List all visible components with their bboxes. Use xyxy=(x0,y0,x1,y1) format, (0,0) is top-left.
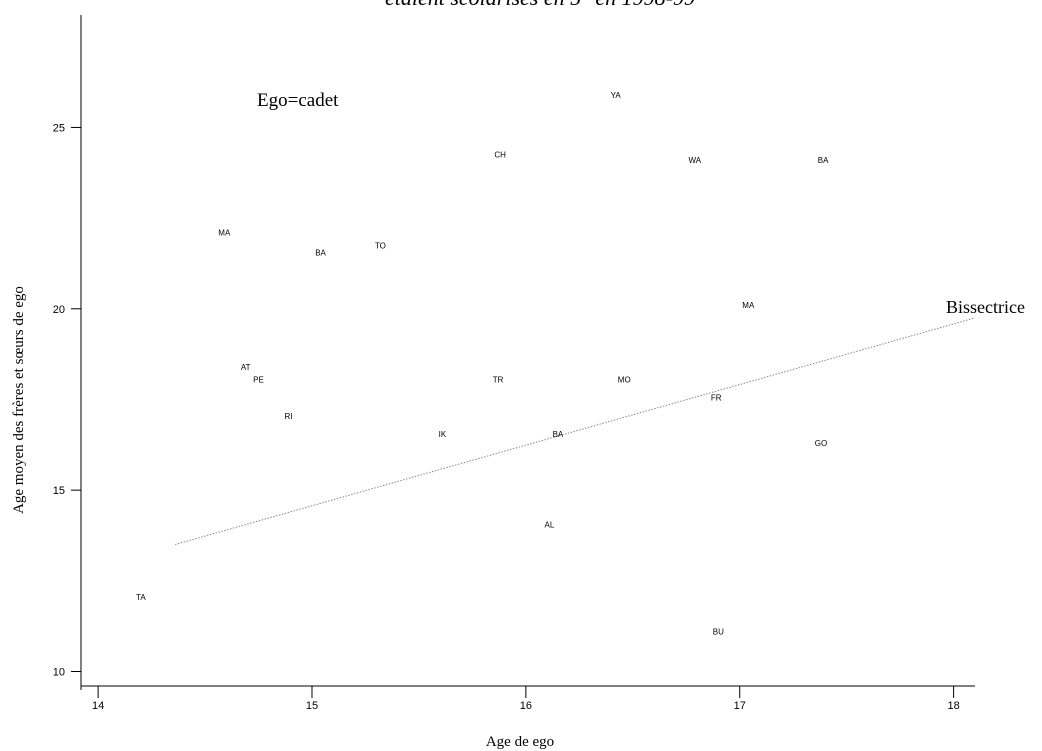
x-tick-label: 15 xyxy=(306,700,318,712)
data-point-label: TR xyxy=(493,376,504,385)
x-axis-ticks: 14 15 16 17 18 xyxy=(92,686,960,712)
data-point-label: AL xyxy=(544,521,554,530)
bisector-label: Bissectrice xyxy=(946,297,1025,317)
data-point-label: BA xyxy=(553,430,564,439)
y-tick-label: 10 xyxy=(53,666,65,678)
x-tick-label: 14 xyxy=(92,700,104,712)
data-point-label: WA xyxy=(689,156,702,165)
data-point-label: GO xyxy=(815,439,827,448)
data-point-label: AT xyxy=(241,363,251,372)
y-axis-ticks: 10 15 20 25 xyxy=(53,122,81,678)
y-axis-label: Age moyen des frères et sœurs de ego xyxy=(11,286,27,514)
y-axis: 10 15 20 25 xyxy=(53,15,82,690)
y-tick-label: 20 xyxy=(53,304,65,316)
x-axis: 14 15 16 17 18 xyxy=(81,685,975,712)
data-point-label: YA xyxy=(611,91,622,100)
data-point-label: BU xyxy=(713,628,724,637)
x-axis-label: Age de ego xyxy=(486,734,554,750)
chart-title: étaient scolarisés en 5° en 1998-99 xyxy=(385,0,695,10)
data-point-label: BA xyxy=(315,249,326,258)
data-point-label: CH xyxy=(494,151,506,160)
chart-annotation: Ego=cadet xyxy=(257,90,339,111)
data-point-label: TO xyxy=(375,241,386,250)
y-tick-label: 15 xyxy=(53,485,65,497)
x-tick-label: 18 xyxy=(947,700,959,712)
x-tick-label: 17 xyxy=(734,700,746,712)
data-point-label: TA xyxy=(136,593,146,602)
data-point-label: MA xyxy=(742,301,755,310)
data-point-label: PE xyxy=(253,376,264,385)
data-point-label: MA xyxy=(218,229,231,238)
y-tick-label: 25 xyxy=(53,122,65,134)
bisector-line xyxy=(174,317,976,546)
data-point-label: BA xyxy=(818,156,829,165)
data-point-label: FR xyxy=(711,394,722,403)
x-tick-label: 16 xyxy=(520,700,532,712)
data-point-label: MO xyxy=(618,376,631,385)
data-point-label: IK xyxy=(439,430,447,439)
data-point-label: RI xyxy=(284,412,292,421)
